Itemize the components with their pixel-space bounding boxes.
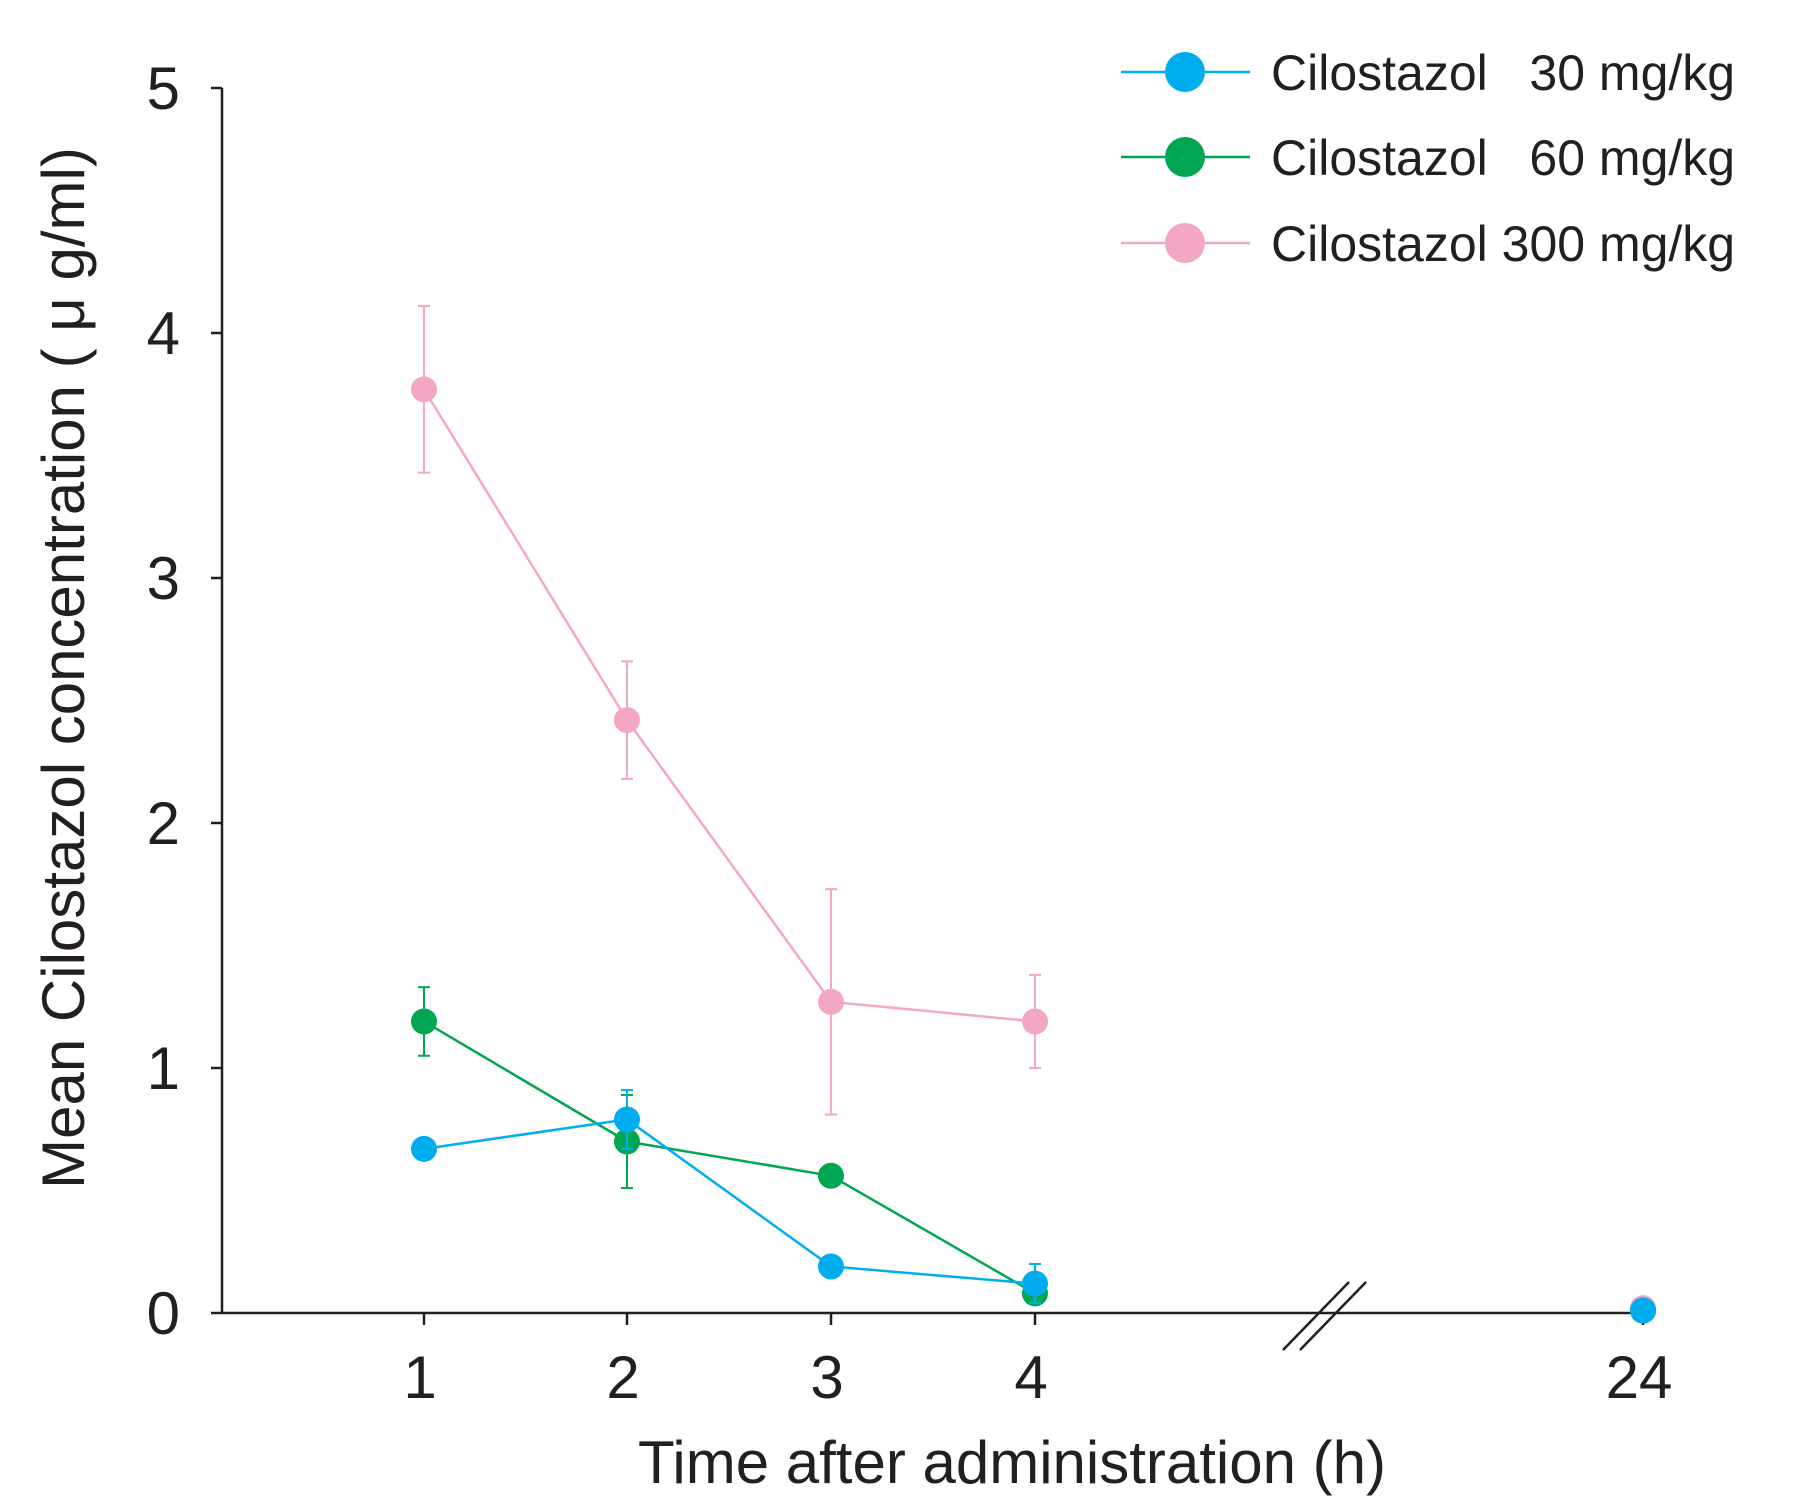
data-point [411,376,437,403]
data-point [614,1106,640,1133]
x-axis-title: Time after administration (h) [638,1429,1386,1496]
y-ticks: 0 1 2 3 4 5 [147,55,222,1347]
series-line [423,1020,1036,1295]
data-point [818,1162,844,1189]
data-point [411,1008,437,1035]
x-tick-label: 24 [1606,1344,1673,1411]
legend-marker [1165,223,1205,263]
data-point [1022,1008,1048,1035]
data-point [1630,1297,1656,1324]
legend-item: Cilostazol 300 mg/kg [1121,216,1735,272]
legend: Cilostazol 30 mg/kg Cilostazol 60 mg/kg Ci… [1121,45,1735,272]
series-line [423,1118,1036,1285]
x-axis-break-mark [1282,1281,1367,1351]
x-tick-label: 1 [403,1344,436,1411]
series-1 [411,1089,1656,1324]
y-tick-label: 2 [147,790,180,857]
y-axis-title: Mean Cilostazol concentration ( μ g/ml) [30,147,97,1189]
legend-label: Cilostazol 60 mg/kg [1271,130,1735,186]
data-point [818,1253,844,1280]
legend-marker [1165,52,1205,92]
y-tick-label: 5 [147,55,180,122]
y-tick-label: 3 [147,545,180,612]
x-tick-label: 3 [810,1344,843,1411]
x-ticks: 1 2 3 4 24 [403,1313,1672,1411]
x-tick-label: 4 [1014,1344,1047,1411]
data-point [411,1135,437,1162]
legend-label: Cilostazol 30 mg/kg [1271,45,1735,101]
series-3 [411,305,1656,1322]
legend-item: Cilostazol 60 mg/kg [1121,130,1735,186]
series-line [422,388,1036,1023]
axes [220,88,1655,1351]
data-point [818,988,844,1015]
series-layer [411,305,1656,1324]
x-tick-label: 2 [606,1344,639,1411]
data-point [1022,1270,1048,1297]
legend-marker [1165,137,1205,177]
y-tick-label: 4 [147,300,180,367]
legend-item: Cilostazol 30 mg/kg [1121,45,1735,101]
y-tick-label: 1 [147,1035,180,1102]
legend-label: Cilostazol 300 mg/kg [1271,216,1735,272]
y-tick-label: 0 [147,1280,180,1347]
data-point [614,707,640,734]
